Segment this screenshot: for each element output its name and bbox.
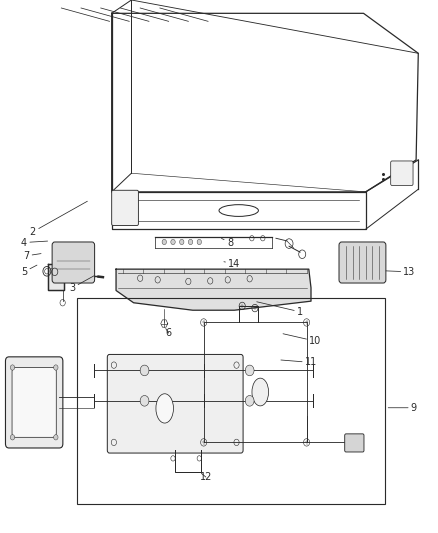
FancyBboxPatch shape: [345, 434, 364, 452]
Polygon shape: [116, 269, 311, 310]
Circle shape: [245, 365, 254, 376]
FancyBboxPatch shape: [12, 368, 56, 437]
Circle shape: [10, 365, 14, 370]
Ellipse shape: [156, 394, 173, 423]
Text: 7: 7: [23, 251, 41, 261]
Circle shape: [245, 395, 254, 406]
FancyBboxPatch shape: [52, 242, 95, 283]
Text: 14: 14: [224, 259, 240, 269]
Circle shape: [53, 365, 58, 370]
Text: 1: 1: [257, 302, 303, 317]
Text: 11: 11: [281, 358, 317, 367]
Circle shape: [171, 239, 175, 245]
Text: 5: 5: [21, 265, 37, 277]
Circle shape: [10, 435, 14, 440]
Polygon shape: [48, 264, 77, 290]
Text: 9: 9: [388, 403, 417, 413]
Text: 2: 2: [30, 201, 87, 237]
Text: 3: 3: [69, 276, 94, 293]
Ellipse shape: [252, 378, 268, 406]
Text: 10: 10: [283, 334, 321, 346]
FancyBboxPatch shape: [339, 242, 386, 283]
FancyBboxPatch shape: [112, 190, 138, 225]
Circle shape: [140, 395, 149, 406]
Text: 6: 6: [166, 328, 172, 338]
Circle shape: [197, 239, 201, 245]
Circle shape: [180, 239, 184, 245]
Circle shape: [188, 239, 193, 245]
FancyBboxPatch shape: [107, 354, 243, 453]
Circle shape: [53, 435, 58, 440]
FancyBboxPatch shape: [5, 357, 63, 448]
Text: 4: 4: [21, 238, 48, 247]
Text: 12: 12: [200, 472, 212, 482]
Text: 8: 8: [222, 238, 233, 247]
Bar: [77, 298, 385, 504]
Circle shape: [162, 239, 166, 245]
FancyBboxPatch shape: [391, 161, 413, 185]
Text: 13: 13: [386, 267, 416, 277]
Circle shape: [140, 365, 149, 376]
